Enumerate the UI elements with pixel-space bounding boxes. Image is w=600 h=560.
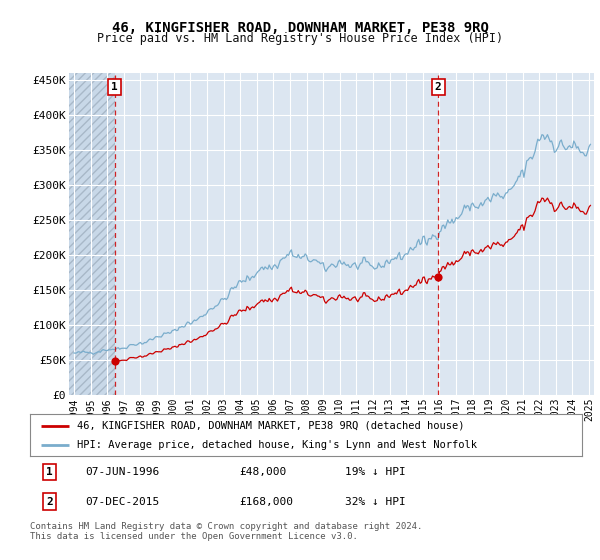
Text: 2: 2 xyxy=(435,82,442,92)
Text: £48,000: £48,000 xyxy=(240,467,287,477)
Text: 46, KINGFISHER ROAD, DOWNHAM MARKET, PE38 9RQ: 46, KINGFISHER ROAD, DOWNHAM MARKET, PE3… xyxy=(112,21,488,35)
Text: 07-DEC-2015: 07-DEC-2015 xyxy=(85,497,160,507)
Text: 1: 1 xyxy=(46,467,53,477)
Text: 32% ↓ HPI: 32% ↓ HPI xyxy=(344,497,406,507)
Text: 19% ↓ HPI: 19% ↓ HPI xyxy=(344,467,406,477)
Text: HPI: Average price, detached house, King's Lynn and West Norfolk: HPI: Average price, detached house, King… xyxy=(77,440,477,450)
Text: 2: 2 xyxy=(46,497,53,507)
Text: 07-JUN-1996: 07-JUN-1996 xyxy=(85,467,160,477)
Point xyxy=(110,357,119,366)
Point xyxy=(433,273,443,282)
Text: Contains HM Land Registry data © Crown copyright and database right 2024.
This d: Contains HM Land Registry data © Crown c… xyxy=(30,522,422,542)
Text: £168,000: £168,000 xyxy=(240,497,294,507)
Text: 46, KINGFISHER ROAD, DOWNHAM MARKET, PE38 9RQ (detached house): 46, KINGFISHER ROAD, DOWNHAM MARKET, PE3… xyxy=(77,421,464,431)
Text: Price paid vs. HM Land Registry's House Price Index (HPI): Price paid vs. HM Land Registry's House … xyxy=(97,32,503,45)
Text: 1: 1 xyxy=(111,82,118,92)
